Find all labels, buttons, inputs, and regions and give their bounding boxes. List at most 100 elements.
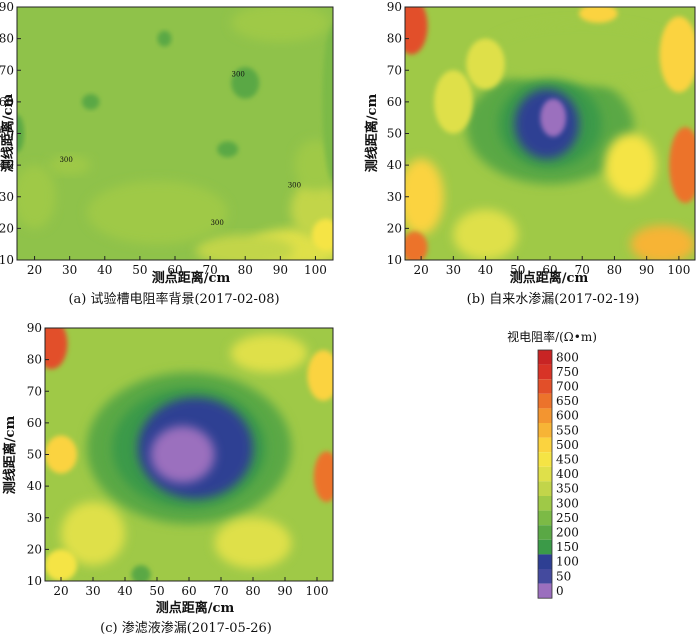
heatmap-cell xyxy=(405,231,428,260)
y-tick-label: 10 xyxy=(0,253,14,267)
colorbar-tick-label: 550 xyxy=(556,423,579,437)
y-tick-label: 70 xyxy=(27,384,42,398)
colorbar-tick-label: 650 xyxy=(556,394,579,408)
x-tick-label: 40 xyxy=(97,263,112,277)
contour-label: 300 xyxy=(59,156,72,164)
heatmap-cell xyxy=(45,549,77,581)
colorbar-tick-label: 400 xyxy=(556,467,579,481)
x-tick-label: 60 xyxy=(542,263,557,277)
caption-c: (c) 渗滤液渗漏(2017-05-26) xyxy=(100,620,272,636)
colorbar-swatch xyxy=(538,539,552,555)
heatmap-cell xyxy=(214,517,292,569)
colorbar-swatch xyxy=(538,452,552,467)
heatmap-cell xyxy=(196,234,295,260)
colorbar-swatch xyxy=(538,525,552,540)
colorbar-swatch xyxy=(538,510,552,526)
y-tick-label: 90 xyxy=(0,0,14,14)
y-tick-label: 80 xyxy=(27,353,42,367)
heatmap-a xyxy=(16,6,334,261)
colorbar-swatch xyxy=(538,379,552,394)
panel-a: 20 30 40 50 60 70 80 90 100 10 20 30 40 50 60 70 80 90 30… xyxy=(0,0,334,307)
heatmap-c xyxy=(44,327,334,582)
x-tick-label: 70 xyxy=(213,584,228,598)
heatmap-cell xyxy=(485,22,679,87)
heatmap-cell xyxy=(405,7,428,55)
heatmap-cell xyxy=(231,67,260,99)
ticks-a: 20 30 40 50 60 70 80 90 100 10 20 30 40 50 60 70 80 90 xyxy=(0,0,327,277)
colorbar-tick-label: 450 xyxy=(556,453,579,467)
colorbar-swatch xyxy=(538,393,552,409)
x-axis-label-a: 测点距离/cm xyxy=(152,270,231,286)
ticks-c: 20 30 40 50 60 70 80 90 100 10 20 30 40 50 60 70 80 90 xyxy=(27,321,329,598)
y-axis-label-b: 测线距离/cm xyxy=(364,94,380,173)
y-tick-label: 40 xyxy=(27,479,42,493)
colorbar-title: 视电阻率/(Ω•m) xyxy=(507,329,597,344)
x-tick-label: 50 xyxy=(510,263,525,277)
heatmap-cell xyxy=(230,334,308,373)
colorbar-tick-label: 50 xyxy=(556,569,571,583)
contour-label: 300 xyxy=(210,219,223,227)
heatmap-cell xyxy=(434,70,473,134)
heatmap-cell xyxy=(45,328,68,370)
y-tick-label: 30 xyxy=(27,511,42,525)
colorbar-swatch xyxy=(538,350,552,365)
x-tick-label: 30 xyxy=(85,584,100,598)
caption-a: (a) 试验槽电阻率背景(2017-02-08) xyxy=(68,291,279,307)
colorbar-swatch xyxy=(538,583,552,599)
y-tick-label: 70 xyxy=(387,63,402,77)
y-tick-label: 10 xyxy=(27,574,42,588)
colorbar-swatch xyxy=(538,408,552,423)
colorbar-swatch xyxy=(538,364,552,380)
colorbar-tick-label: 250 xyxy=(556,511,579,525)
ticks-b: 20 30 40 50 60 70 80 90 100 10 20 30 40 50 60 70 80 90 xyxy=(387,0,691,277)
heatmap-cell xyxy=(466,38,505,90)
y-tick-label: 40 xyxy=(0,158,14,172)
panel-c: 20 30 40 50 60 70 80 90 100 10 20 30 40 50 60 70 80 90 测点… xyxy=(2,321,334,636)
caption-b: (b) 自来水渗漏(2017-02-19) xyxy=(467,291,640,307)
x-tick-label: 100 xyxy=(667,263,690,277)
colorbar-swatch xyxy=(538,554,552,569)
colorbar-swatch xyxy=(538,423,552,438)
y-tick-label: 80 xyxy=(387,32,402,46)
x-tick-label: 70 xyxy=(575,263,590,277)
colorbar-swatch xyxy=(538,496,552,511)
x-tick-label: 40 xyxy=(117,584,132,598)
heatmap-cell xyxy=(405,158,444,235)
colorbar-tick-label: 350 xyxy=(556,482,579,496)
colorbar-tick-label: 800 xyxy=(556,350,579,364)
x-axis-label-b: 测点距离/cm xyxy=(510,270,589,286)
x-tick-label: 50 xyxy=(132,263,147,277)
heatmap-cell xyxy=(322,22,333,181)
heatmap-cell xyxy=(659,16,695,93)
colorbar-swatches: 8007507006506005505004504003503002502001… xyxy=(537,349,579,599)
colorbar-tick-label: 0 xyxy=(556,584,564,598)
y-tick-label: 90 xyxy=(387,0,402,14)
x-tick-label: 80 xyxy=(245,584,260,598)
colorbar-tick-label: 500 xyxy=(556,438,579,452)
y-tick-label: 20 xyxy=(27,542,42,556)
y-axis-label-a: 测线距离/cm xyxy=(0,94,16,173)
x-tick-label: 70 xyxy=(202,263,217,277)
y-tick-label: 60 xyxy=(0,95,14,109)
heatmap-cell xyxy=(48,155,91,175)
x-tick-label: 80 xyxy=(607,263,622,277)
y-tick-label: 30 xyxy=(0,190,14,204)
heatmap-cell xyxy=(311,218,333,251)
y-tick-label: 20 xyxy=(0,221,14,235)
heatmap-cell xyxy=(453,209,518,260)
y-tick-label: 30 xyxy=(387,190,402,204)
panel-b: 20 30 40 50 60 70 80 90 100 10 20 30 40 50 60 70 80 90 测点… xyxy=(364,0,696,307)
x-tick-label: 20 xyxy=(53,584,68,598)
heatmap-cell xyxy=(17,165,56,229)
heatmap-cell xyxy=(150,426,215,483)
colorbar-swatch xyxy=(538,466,552,482)
y-tick-label: 60 xyxy=(27,416,42,430)
x-tick-label: 90 xyxy=(639,263,654,277)
y-tick-label: 40 xyxy=(387,158,402,172)
heatmap-cell xyxy=(87,180,228,245)
y-tick-label: 50 xyxy=(387,127,402,141)
contour-label: 300 xyxy=(288,181,301,189)
y-tick-label: 10 xyxy=(387,253,402,267)
colorbar-tick-label: 200 xyxy=(556,526,579,540)
x-tick-label: 60 xyxy=(181,584,196,598)
